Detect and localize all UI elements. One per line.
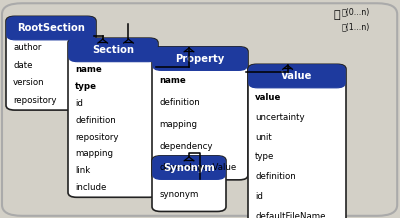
Text: value: value <box>255 93 282 102</box>
Text: Synonym: Synonym <box>163 163 215 173</box>
FancyBboxPatch shape <box>249 65 345 88</box>
FancyBboxPatch shape <box>7 17 95 40</box>
Bar <box>155 61 245 70</box>
Text: definition: definition <box>75 116 116 125</box>
FancyBboxPatch shape <box>68 38 158 197</box>
Text: repository: repository <box>75 133 119 141</box>
Text: name: name <box>159 76 186 85</box>
Text: date: date <box>13 61 33 70</box>
FancyBboxPatch shape <box>153 47 247 70</box>
Text: dependency: dependency <box>159 141 213 151</box>
Text: unit: unit <box>255 133 272 141</box>
Bar <box>155 170 223 179</box>
Text: id: id <box>75 99 83 108</box>
Text: type: type <box>75 82 97 91</box>
Text: synonym: synonym <box>159 190 198 199</box>
Bar <box>71 52 155 61</box>
Text: repository: repository <box>13 96 57 105</box>
Text: author: author <box>13 43 42 53</box>
Text: name: name <box>75 65 102 74</box>
Text: uncertainty: uncertainty <box>255 113 305 122</box>
Text: Value: Value <box>281 71 313 81</box>
Text: Section: Section <box>92 45 134 55</box>
Text: RootSection: RootSection <box>17 23 85 33</box>
Text: id: id <box>255 192 263 201</box>
Text: dependencyValue: dependencyValue <box>159 163 236 172</box>
Text: version: version <box>13 78 45 87</box>
FancyBboxPatch shape <box>153 156 225 179</box>
Text: type: type <box>255 152 274 162</box>
Bar <box>251 78 343 87</box>
Text: Property: Property <box>175 54 225 64</box>
Bar <box>9 31 93 39</box>
Text: mapping: mapping <box>159 120 197 129</box>
Text: definition: definition <box>255 172 296 181</box>
Text: ꙲: ꙲ <box>334 10 341 20</box>
FancyBboxPatch shape <box>6 16 96 110</box>
FancyBboxPatch shape <box>2 3 397 216</box>
Text: definition: definition <box>159 98 200 107</box>
Text: ꙲(1...n): ꙲(1...n) <box>342 23 370 32</box>
FancyBboxPatch shape <box>152 47 248 180</box>
Text: mapping: mapping <box>75 150 113 158</box>
Text: include: include <box>75 183 106 192</box>
Text: ꙲(0...n): ꙲(0...n) <box>342 7 370 17</box>
Text: defaultFileName: defaultFileName <box>255 212 326 218</box>
FancyBboxPatch shape <box>152 156 226 211</box>
FancyBboxPatch shape <box>69 39 157 62</box>
Text: link: link <box>75 166 90 175</box>
FancyBboxPatch shape <box>248 64 346 218</box>
